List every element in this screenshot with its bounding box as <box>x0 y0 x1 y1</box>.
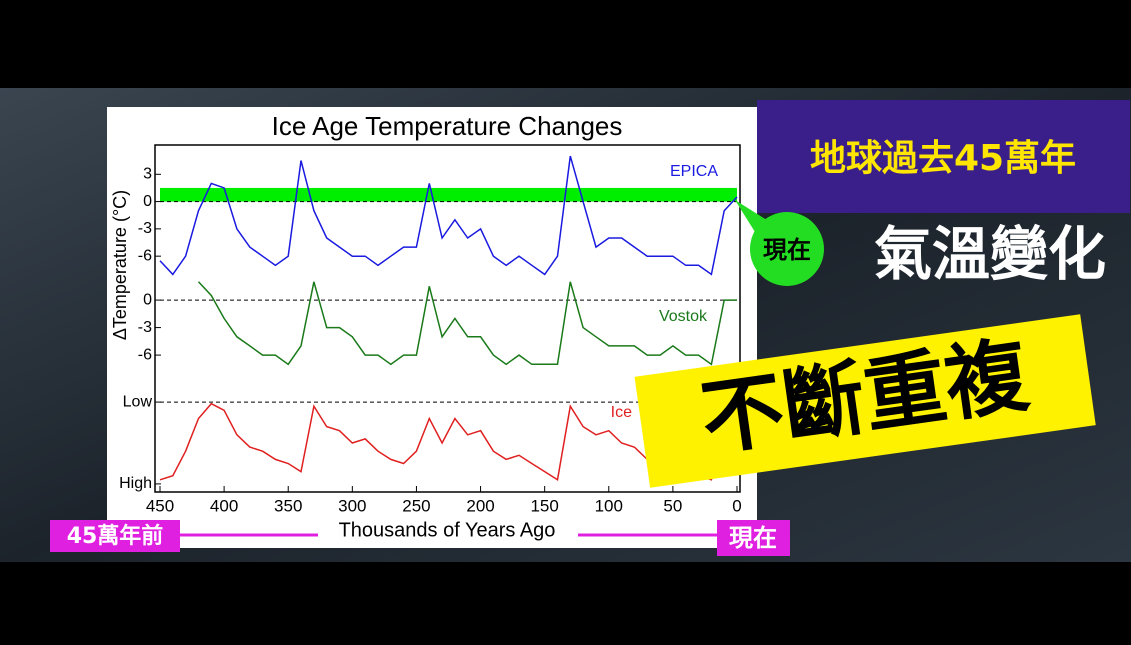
now-badge-text: 現在 <box>763 236 811 264</box>
y-axis-label: ΔTemperature (°C) <box>110 190 130 340</box>
y-tick-label: Low <box>123 393 153 410</box>
x-tick-label: 450 <box>146 496 174 515</box>
x-tick-label: 100 <box>595 496 623 515</box>
subtitle: 氣溫變化 <box>874 220 1106 288</box>
y-tick-label: 0 <box>143 193 152 210</box>
end-label-box <box>717 520 790 556</box>
legend-label: Ice <box>611 404 632 421</box>
y-tick-label: -6 <box>138 247 152 264</box>
legend-label: EPICA <box>670 163 718 180</box>
headline: 地球過去45萬年 <box>810 138 1076 179</box>
y-tick-label: 3 <box>143 166 152 183</box>
x-tick-label: 350 <box>274 496 302 515</box>
legend-label: Vostok <box>659 308 708 325</box>
end-label: 現在 <box>729 524 777 552</box>
series-line <box>197 281 737 366</box>
x-tick-label: 250 <box>402 496 430 515</box>
now-badge <box>750 212 824 286</box>
y-tick-label: -3 <box>138 319 152 336</box>
start-label: 45萬年前 <box>67 523 164 549</box>
x-tick-label: 150 <box>530 496 558 515</box>
banner-box <box>634 314 1096 488</box>
series-line <box>159 155 738 276</box>
series-line <box>159 402 738 482</box>
y-tick-label: 0 <box>143 291 152 308</box>
x-tick-label: 300 <box>338 496 366 515</box>
x-tick-label: 0 <box>732 496 741 515</box>
present-band <box>160 187 737 202</box>
headline-box <box>757 100 1130 213</box>
start-label-box <box>50 520 180 552</box>
y-tick-label: -3 <box>138 220 152 237</box>
x-axis-label: Thousands of Years Ago <box>339 519 556 541</box>
x-tick-label: 400 <box>210 496 238 515</box>
y-tick-label: -6 <box>138 346 152 363</box>
plot-frame <box>154 144 741 493</box>
y-tick-label: High <box>119 475 152 492</box>
charts: 3 0 -3 -6 EPICA 0 -3 -6 Vostok Low High 450 400 350 30… <box>119 155 742 515</box>
x-tick-label: 50 <box>663 496 682 515</box>
x-tick-label: 200 <box>466 496 494 515</box>
chart-title: Ice Age Temperature Changes <box>272 111 623 141</box>
